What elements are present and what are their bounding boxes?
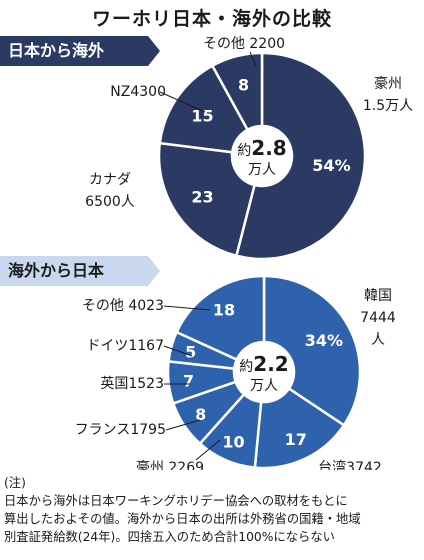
leader-line: [163, 305, 211, 311]
category-label: 韓国: [364, 288, 392, 304]
slice-out-2: [158, 64, 250, 154]
chart-title: ワーホリ日本・海外の比較: [91, 8, 332, 30]
center-unit-label: 万人: [250, 378, 278, 394]
category-label: 台湾3742: [318, 459, 382, 470]
slice-percent-label: 5: [185, 343, 196, 362]
category-label: フランス1795: [75, 422, 166, 438]
slice-out-0: [234, 51, 367, 261]
center-total-label: 約2.8: [237, 136, 286, 160]
slice-percent-label: 10: [222, 433, 244, 452]
category-label: 人: [371, 332, 385, 348]
slice-in-1: [253, 386, 346, 470]
category-label: 豪州: [374, 76, 402, 92]
section-label-abroad-to-japan: 海外から日本: [0, 256, 160, 286]
category-label: カナダ: [89, 172, 131, 188]
slice-out-1: [157, 141, 257, 258]
slice-percent-label: 8: [195, 405, 206, 424]
category-label: 6500人: [85, 194, 135, 210]
slice-percent-label: 17: [285, 430, 307, 449]
slice-percent-label: 7: [183, 371, 194, 390]
category-label: ドイツ1167: [86, 338, 164, 354]
center-total-label: 約2.2: [239, 352, 288, 376]
category-label: 豪州 2269: [136, 460, 204, 470]
slice-percent-label: 18: [213, 301, 235, 320]
slice-percent-label: 23: [191, 187, 213, 206]
leader-line: [165, 419, 201, 431]
category-label: 1.5万人: [363, 98, 413, 114]
category-label: NZ4300: [110, 84, 166, 100]
footnote-line: 算出したおよその値。海外から日本の出所は外務省の国籍・地域: [4, 512, 361, 526]
slice-in-0: [262, 274, 362, 427]
slice-percent-label: 8: [238, 75, 249, 94]
category-label: 7444: [360, 310, 396, 326]
slice-percent-label: 54%: [312, 156, 350, 175]
category-label: その他 2200: [203, 36, 285, 52]
category-label: 英国1523: [100, 375, 164, 392]
leader-line: [249, 51, 257, 67]
slice-percent-label: 15: [191, 107, 213, 126]
leader-line: [195, 439, 221, 461]
slice-percent-label: 34%: [305, 331, 343, 350]
footnote-line: (注): [4, 476, 26, 490]
footnote-line: 別査証発給数(24年)。四捨五入のため合計100%にならない: [4, 530, 335, 544]
section-label-japan-to-abroad: 日本から海外: [0, 36, 160, 66]
leader-line: [159, 91, 206, 113]
slice-out-3: [210, 51, 264, 132]
footnotes: (注) 日本から海外は日本ワーキングホリデー協会への取材をもとに 算出したおよそ…: [4, 474, 422, 546]
category-label: その他 4023: [82, 298, 164, 314]
footnote-line: 日本から海外は日本ワーキングホリデー協会への取材をもとに: [4, 494, 348, 508]
leader-line: [163, 345, 193, 357]
center-unit-label: 万人: [248, 162, 276, 178]
